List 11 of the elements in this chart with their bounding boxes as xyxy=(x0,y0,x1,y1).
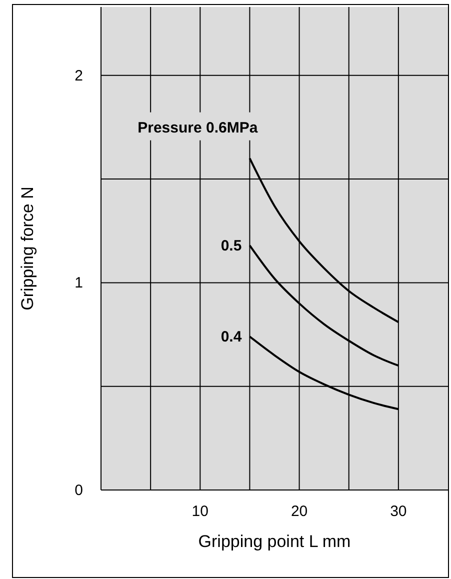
y-tick-label: 0 xyxy=(74,482,83,499)
x-tick-label: 10 xyxy=(192,503,208,520)
y-axis-title: Gripping force N xyxy=(18,186,38,310)
series-label: Pressure 0.6MPa xyxy=(138,119,258,136)
y-tick-label: 2 xyxy=(74,67,83,84)
x-axis-title: Gripping point L mm xyxy=(198,532,351,551)
series-label: 0.4 xyxy=(220,328,242,346)
x-tick-label: 30 xyxy=(390,503,407,520)
y-tick-label: 1 xyxy=(74,274,83,292)
series-label: 0.5 xyxy=(220,237,242,254)
x-tick-label: 20 xyxy=(290,503,308,520)
